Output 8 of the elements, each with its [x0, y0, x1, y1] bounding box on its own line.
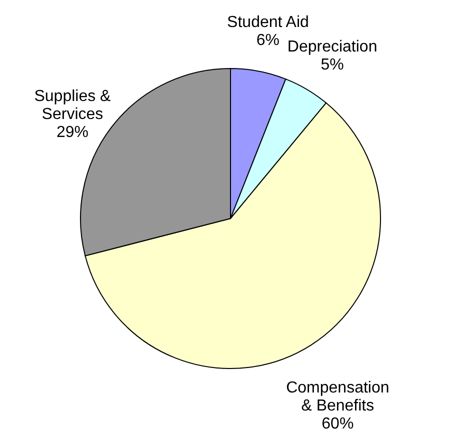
data-label: 6%: [256, 32, 280, 50]
data-label: 29%: [56, 124, 88, 141]
slice-label: Compensation & Benefits: [286, 379, 390, 414]
slice-label: Supplies & Services: [34, 88, 112, 123]
data-label: 60%: [322, 415, 354, 432]
slice-label: Depreciation: [287, 38, 378, 56]
slice-label: Student Aid: [227, 14, 309, 32]
data-label: 5%: [320, 56, 344, 74]
